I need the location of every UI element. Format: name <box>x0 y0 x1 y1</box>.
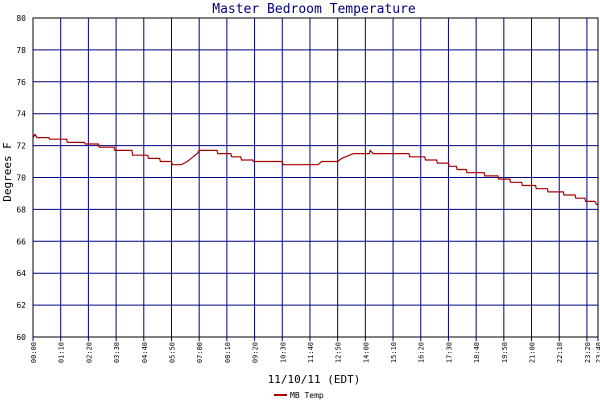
y-tick-label: 70 <box>16 174 26 183</box>
y-tick-label: 66 <box>16 237 26 246</box>
y-tick-labels: 60 62 64 66 68 70 72 74 76 78 80 <box>16 14 26 342</box>
plot-frame <box>32 17 599 338</box>
y-tick-label: 64 <box>16 269 26 278</box>
x-tick-label: 12:50 <box>335 342 343 363</box>
x-tick-label: 11:40 <box>307 342 315 363</box>
series-line <box>32 133 598 206</box>
x-tick-label: 14:00 <box>362 342 370 363</box>
x-tick-label: 23:48 <box>595 342 600 363</box>
y-tick-label: 78 <box>16 46 26 55</box>
x-tick-label: 17:30 <box>445 342 453 363</box>
x-tick-label: 02:20 <box>85 342 93 363</box>
x-tick-label: 18:40 <box>473 342 481 363</box>
y-tick-label: 72 <box>16 142 26 151</box>
legend: MB Temp <box>274 391 324 400</box>
x-tick-label: 00:00 <box>30 342 38 363</box>
y-tick-label: 74 <box>16 110 26 119</box>
x-tick-label: 15:10 <box>390 342 398 363</box>
x-tick-label: 05:50 <box>168 342 176 363</box>
legend-label: MB Temp <box>290 391 324 400</box>
x-tick-label: 08:10 <box>224 342 232 363</box>
y-tick-label: 62 <box>16 301 26 310</box>
x-tick-label: 22:10 <box>556 342 564 363</box>
x-tick-label: 01:10 <box>58 342 66 363</box>
series-lines <box>32 133 598 206</box>
x-axis-label: 11/10/11 (EDT) <box>268 373 361 386</box>
y-tick-label: 76 <box>16 78 26 87</box>
y-axis-label: Degrees F <box>1 142 14 202</box>
x-tick-label: 09:20 <box>252 342 260 363</box>
x-tick-label: 04:40 <box>141 342 149 363</box>
y-tick-label: 80 <box>16 14 26 23</box>
x-tick-label: 03:30 <box>113 342 121 363</box>
y-tick-label: 60 <box>16 333 26 342</box>
x-tick-labels: 00:00 01:10 02:20 03:30 04:40 05:50 07:00 08:10… <box>30 342 600 363</box>
x-tick-label: 10:30 <box>279 342 287 363</box>
x-tick-label: 23:20 <box>584 342 592 363</box>
y-tick-label: 68 <box>16 205 26 214</box>
x-tick-label: 07:00 <box>196 342 204 363</box>
x-tick-label: 16:20 <box>418 342 426 363</box>
x-tick-label: 21:00 <box>529 342 537 363</box>
chart-title: Master Bedroom Temperature <box>212 2 416 17</box>
x-tick-label: 19:50 <box>501 342 509 363</box>
